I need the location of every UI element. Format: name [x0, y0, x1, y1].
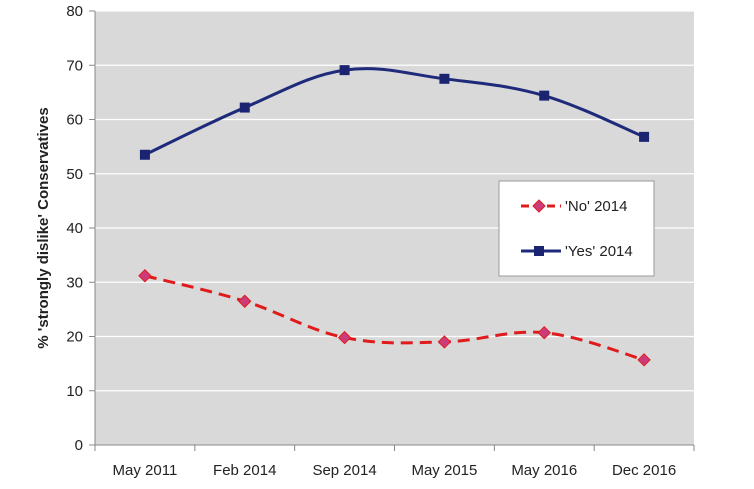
- x-tick-label: Feb 2014: [213, 462, 276, 479]
- y-tick-label: 50: [66, 166, 83, 183]
- legend-marker: [532, 199, 546, 213]
- legend-box: [498, 180, 655, 277]
- y-tick-label: 40: [66, 220, 83, 237]
- gridlines: [95, 10, 694, 392]
- data-point: [337, 330, 352, 345]
- data-point: [138, 269, 152, 283]
- series: [138, 65, 651, 367]
- data-point: [539, 90, 550, 101]
- series-0: [138, 269, 651, 367]
- y-tick-label: 70: [66, 57, 83, 74]
- data-point: [139, 149, 150, 160]
- data-point: [439, 73, 450, 84]
- legend-label: 'No' 2014: [565, 198, 627, 215]
- data-point: [639, 131, 650, 142]
- legend: 'No' 2014 'Yes' 2014: [498, 180, 655, 277]
- x-tick-label: May 2015: [411, 462, 477, 479]
- series-line: [144, 274, 645, 362]
- series-1: [139, 65, 650, 160]
- y-tick-label: 60: [66, 112, 83, 129]
- data-point: [239, 102, 250, 113]
- x-tick-label: Sep 2014: [312, 462, 376, 479]
- y-tick-label: 10: [66, 383, 83, 400]
- axes: 0 10 20 30 40 50 60 70 80 May 2011 Feb 2014 Sep 201…: [66, 3, 695, 479]
- x-tick-label: Dec 2016: [612, 462, 676, 479]
- y-tick-label: 20: [66, 329, 83, 346]
- data-point: [238, 294, 252, 308]
- data-point: [339, 65, 350, 76]
- data-point: [537, 325, 551, 340]
- data-point: [637, 353, 651, 367]
- x-tick-label: May 2016: [511, 462, 577, 479]
- x-tick-label: May 2011: [113, 462, 178, 479]
- y-tick-label: 0: [75, 437, 83, 454]
- data-point: [437, 335, 452, 349]
- legend-label: 'Yes' 2014: [565, 243, 633, 260]
- legend-marker: [534, 246, 544, 256]
- y-axis-label: % 'strongly dislike' Conservatives: [35, 107, 52, 348]
- y-tick-label: 30: [66, 274, 83, 291]
- series-line: [144, 67, 645, 157]
- y-tick-label: 80: [66, 3, 83, 20]
